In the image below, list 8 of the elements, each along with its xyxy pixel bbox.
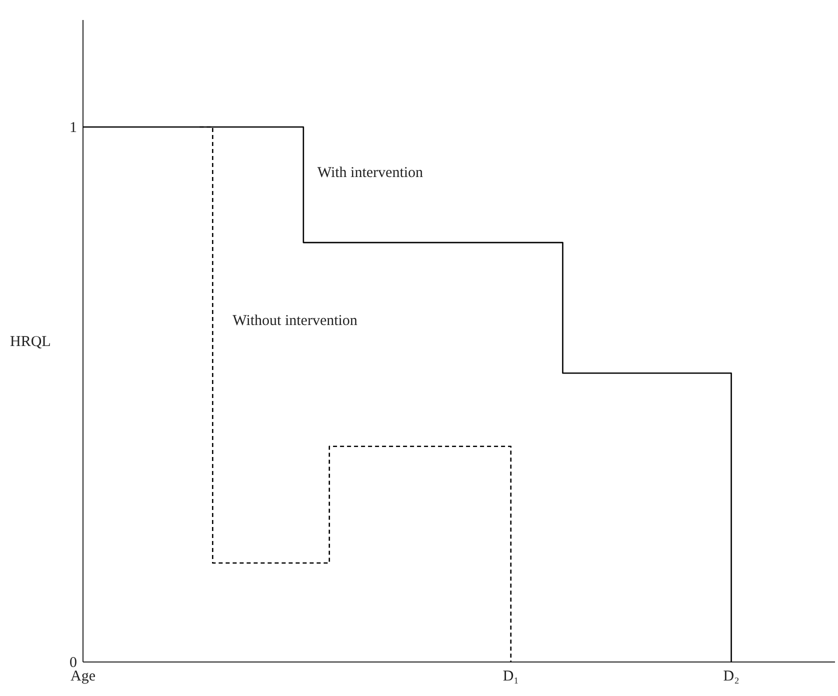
x-tick-label: Age xyxy=(70,668,96,685)
x-tick-label: D₂ xyxy=(723,668,740,685)
series-label: Without intervention xyxy=(232,313,358,330)
y-axis-title: HRQL xyxy=(10,334,51,350)
y-tick-label: 0 xyxy=(70,654,77,671)
series-label: With intervention xyxy=(317,164,424,181)
y-tick-label: 1 xyxy=(70,120,77,136)
x-tick-label: D₁ xyxy=(502,668,519,685)
